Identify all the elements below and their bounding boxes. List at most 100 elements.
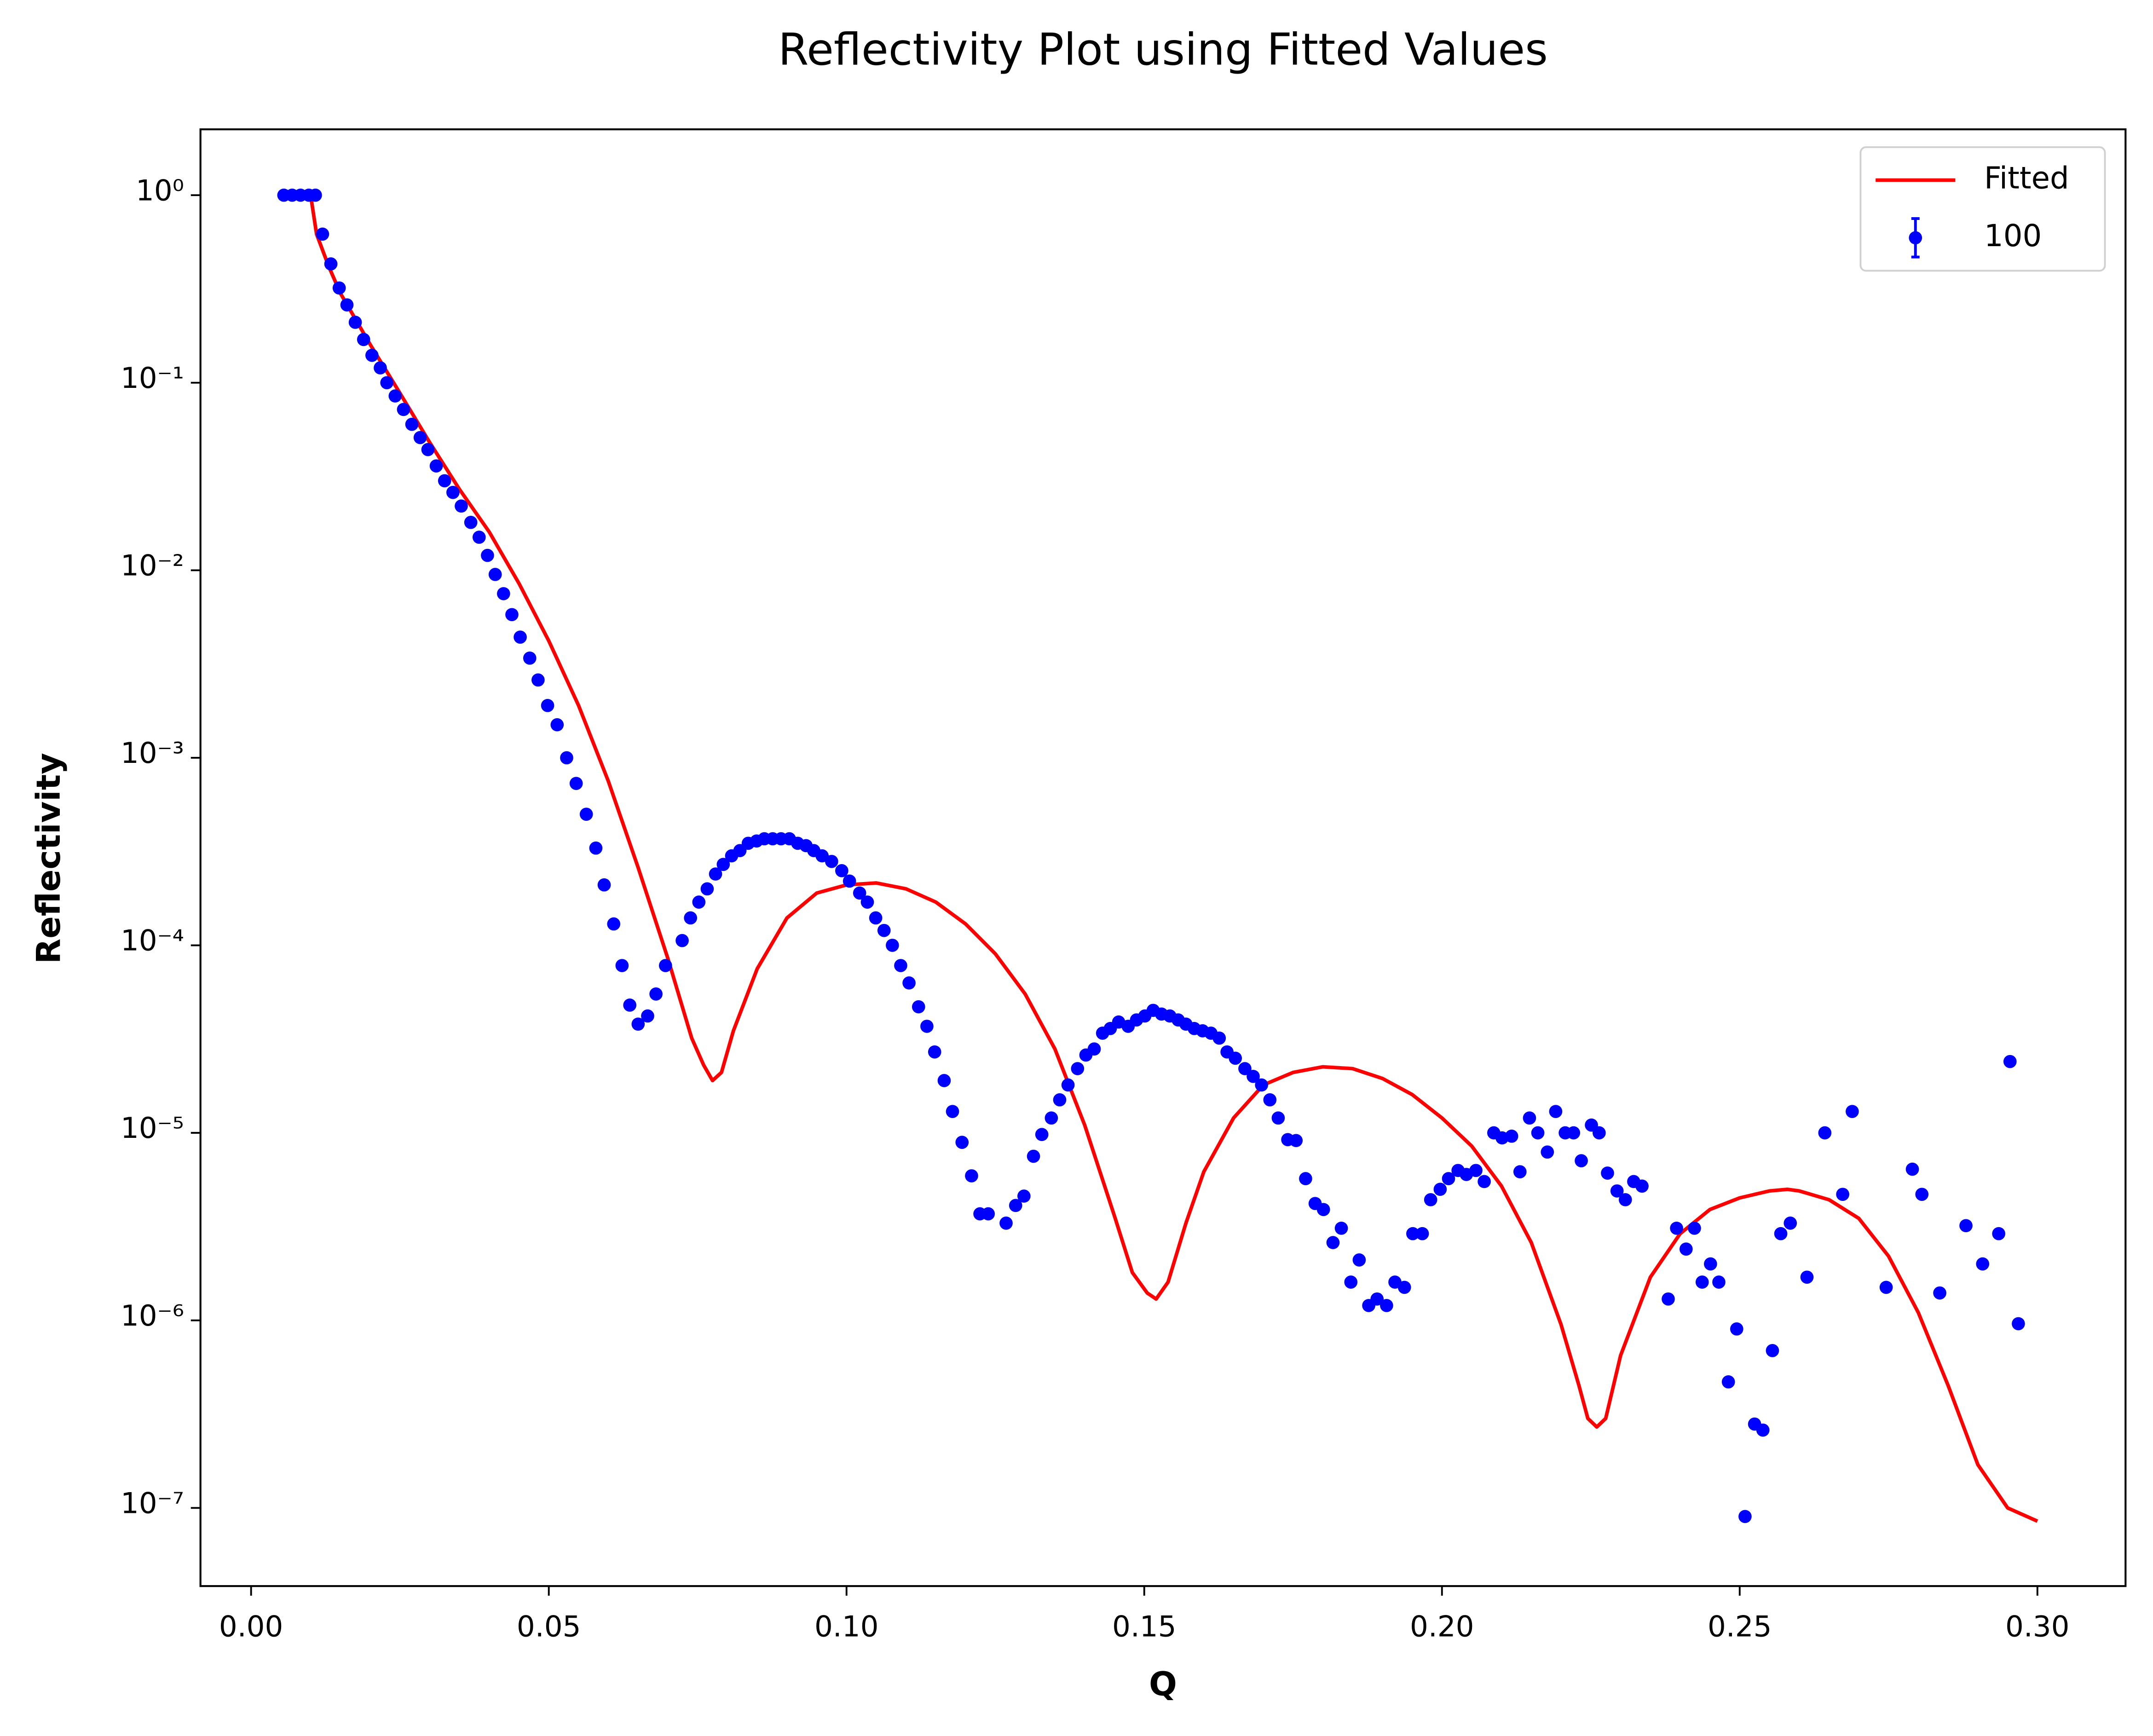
data-point xyxy=(1879,1280,1893,1294)
chart-title: Reflectivity Plot using Fitted Values xyxy=(778,23,1548,75)
data-point xyxy=(1601,1166,1614,1180)
data-point xyxy=(497,587,510,600)
data-point xyxy=(446,485,460,499)
data-point xyxy=(429,459,443,473)
data-point xyxy=(348,316,362,329)
data-point xyxy=(579,807,593,821)
data-point xyxy=(615,959,629,972)
data-point xyxy=(1915,1188,1929,1201)
data-point xyxy=(589,841,603,855)
data-point xyxy=(324,257,338,271)
data-point xyxy=(815,849,829,863)
data-point xyxy=(464,516,478,529)
data-point xyxy=(1035,1128,1049,1142)
y-tick-label: 10⁻⁷ xyxy=(121,1486,184,1520)
data-point xyxy=(438,474,451,488)
data-point xyxy=(1704,1257,1717,1271)
data-point xyxy=(413,431,427,444)
data-point xyxy=(860,895,874,909)
data-point xyxy=(505,608,519,622)
x-tick-label: 0.30 xyxy=(2005,1610,2070,1644)
data-point xyxy=(1212,1031,1226,1045)
data-point xyxy=(623,998,637,1012)
data-point xyxy=(1442,1172,1455,1185)
data-point xyxy=(1800,1270,1814,1284)
x-tick-label: 0.25 xyxy=(1708,1610,1772,1644)
data-point xyxy=(1756,1423,1770,1437)
data-point xyxy=(835,864,849,877)
data-point xyxy=(631,1017,645,1031)
data-point xyxy=(1836,1188,1849,1201)
data-point xyxy=(1326,1236,1340,1249)
data-point xyxy=(999,1217,1013,1230)
data-point xyxy=(1478,1175,1491,1188)
data-point xyxy=(1415,1227,1429,1240)
legend-label: 100 xyxy=(1984,219,2042,254)
y-axis-label: Reflectivity xyxy=(29,753,68,964)
data-point xyxy=(1263,1093,1277,1107)
data-point xyxy=(1523,1111,1536,1125)
data-point xyxy=(1679,1242,1693,1256)
data-point xyxy=(1061,1078,1075,1092)
data-point xyxy=(1766,1344,1779,1357)
data-point xyxy=(1289,1134,1303,1148)
data-point xyxy=(1730,1322,1743,1336)
data-point xyxy=(937,1074,951,1087)
data-point xyxy=(1610,1184,1624,1198)
data-point xyxy=(1344,1275,1358,1289)
data-point xyxy=(1818,1126,1832,1140)
data-point xyxy=(1299,1172,1312,1185)
data-point xyxy=(658,959,672,972)
data-point xyxy=(1229,1051,1242,1065)
data-point xyxy=(1959,1219,1973,1233)
legend-label: Fitted xyxy=(1984,161,2069,196)
data-point xyxy=(1433,1182,1447,1196)
data-point xyxy=(946,1105,959,1119)
data-point xyxy=(1370,1292,1384,1306)
data-point xyxy=(607,917,621,931)
x-tick-label: 0.15 xyxy=(1112,1610,1177,1644)
data-point xyxy=(1469,1164,1483,1177)
data-point xyxy=(1670,1222,1683,1235)
data-point xyxy=(2003,1055,2017,1068)
data-point xyxy=(1712,1275,1726,1289)
data-point xyxy=(597,878,611,892)
data-point xyxy=(1618,1193,1632,1206)
x-axis-label: Q xyxy=(1149,1665,1177,1703)
data-point xyxy=(481,548,494,562)
data-point xyxy=(309,188,322,202)
x-tick-label: 0.00 xyxy=(219,1610,283,1644)
data-point xyxy=(1738,1510,1752,1523)
data-point xyxy=(912,1000,925,1014)
y-tick-label: 10⁻³ xyxy=(121,736,184,770)
data-point xyxy=(1567,1126,1581,1140)
data-point xyxy=(1541,1145,1554,1159)
data-point xyxy=(1662,1292,1675,1306)
data-point xyxy=(1846,1105,1859,1119)
data-point xyxy=(684,911,697,925)
data-point xyxy=(928,1045,941,1059)
data-point xyxy=(541,699,554,712)
data-point xyxy=(388,389,402,403)
data-point xyxy=(877,923,891,937)
data-point xyxy=(1009,1199,1022,1212)
data-point xyxy=(853,886,866,900)
data-point xyxy=(332,281,346,295)
data-point xyxy=(1593,1126,1606,1140)
data-point xyxy=(1905,1162,1919,1176)
data-point xyxy=(1933,1286,1946,1300)
data-point xyxy=(1027,1149,1040,1163)
data-point xyxy=(340,298,354,311)
data-point xyxy=(649,987,663,1001)
data-point xyxy=(397,403,410,416)
data-point xyxy=(641,1009,654,1023)
x-tick-label: 0.05 xyxy=(517,1610,581,1644)
y-tick-label: 10⁻⁶ xyxy=(121,1299,184,1332)
plot-area xyxy=(277,188,2038,1523)
data-point xyxy=(374,361,387,375)
data-point xyxy=(1334,1222,1348,1235)
x-tick-label: 0.20 xyxy=(1410,1610,1474,1644)
